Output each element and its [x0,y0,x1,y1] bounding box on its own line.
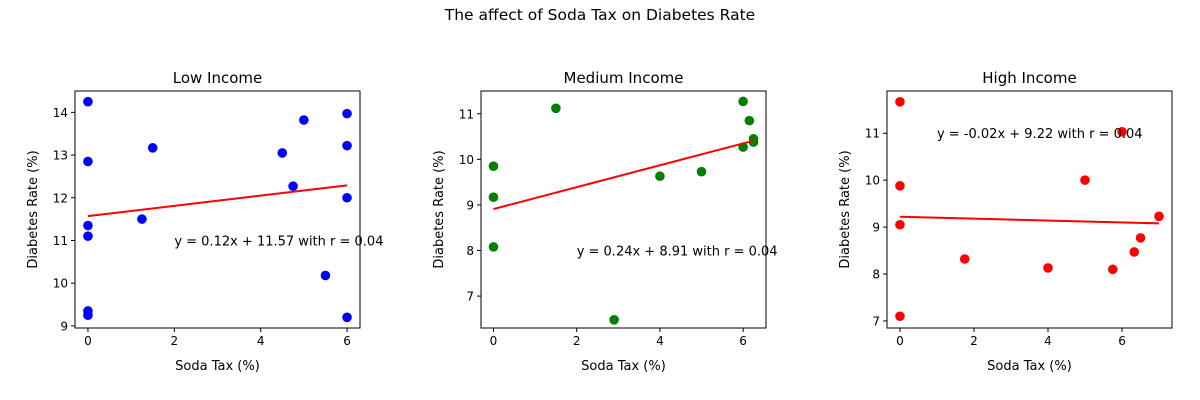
y-tick-label: 7 [872,314,880,328]
y-tick-label: 11 [53,234,68,248]
data-point [288,181,298,192]
data-point [147,142,158,153]
x-axis-label: Soda Tax (%) [581,359,666,374]
subplot-high-income: High Income 0 2 4 6 7 8 9 10 11 Soda Tax (%) Diabet… [838,69,1173,374]
x-axis-label: Soda Tax (%) [175,359,260,374]
y-tick-label: 10 [865,174,880,188]
figure-title: The affect of Soda Tax on Diabetes Rate [444,6,755,24]
data-point [655,171,665,182]
data-point [83,220,93,231]
subplot-medium-income: Medium Income 0 2 4 6 7 8 9 10 11 Soda Tax (%) Diab… [432,69,778,374]
y-axis-label: Diabetes Rate (%) [432,150,447,268]
plot-frame [74,90,361,329]
y-axis-label: Diabetes Rate (%) [838,150,853,268]
y-tick-label: 10 [53,277,68,291]
y-tick-label: 10 [459,153,474,167]
data-point [1135,233,1146,243]
data-point [488,242,499,252]
data-point [320,270,331,281]
y-tick-label: 11 [459,107,474,121]
data-point [342,192,352,203]
data-point [83,156,93,167]
data-point [342,108,352,119]
y-tick-label: 11 [865,127,880,141]
regression-line [899,215,1160,225]
data-point [1117,127,1127,137]
data-point [895,181,905,191]
data-point [342,140,352,151]
x-tick-label: 0 [896,334,904,348]
data-point [277,148,288,158]
x-tick-label: 6 [1118,334,1126,348]
subplot-low-income: Low Income 0 2 4 6 9 10 11 12 13 14 Soda Tax (%) Dia… [26,69,383,374]
x-tick-label: 0 [490,334,498,348]
x-tick-label: 2 [970,334,978,348]
regression-line [493,139,754,211]
subplot-title: Low Income [173,69,263,87]
plot-frame [886,90,1173,329]
data-point [551,103,561,114]
y-tick-label: 14 [53,106,68,120]
data-point [299,115,309,125]
x-tick-label: 4 [257,334,265,348]
data-point [1107,264,1118,275]
y-tick-label: 9 [466,198,474,212]
x-tick-label: 4 [656,334,664,348]
data-point [488,161,499,172]
data-point [895,219,905,230]
data-point [1154,211,1164,222]
y-axis-label: Diabetes Rate (%) [26,150,41,268]
x-tick-label: 2 [170,334,178,348]
data-point [137,214,147,224]
y-tick-label: 9 [60,319,68,333]
data-point [609,314,619,325]
y-tick-label: 12 [53,191,68,205]
data-point [83,231,93,241]
y-tick-label: 8 [466,244,474,258]
data-point [488,192,499,202]
regression-annotation: y = 0.24x + 8.91 with r = 0.04 [577,245,778,260]
chart-panels: Low Income 0 2 4 6 9 10 11 12 13 14 Soda Tax (%) Dia… [26,69,1173,374]
regression-annotation: y = -0.02x + 9.22 with r = 0.04 [937,127,1143,142]
x-tick-label: 4 [1044,334,1052,348]
y-tick-label: 8 [872,268,880,282]
regression-annotation: y = 0.12x + 11.57 with r = 0.04 [174,234,383,249]
x-tick-label: 2 [573,334,581,348]
y-tick-label: 7 [466,290,474,304]
data-point [83,310,93,320]
subplot-title: High Income [982,69,1076,87]
data-point [342,312,352,323]
x-tick-label: 6 [343,334,351,348]
subplot-title: Medium Income [564,69,684,87]
y-tick-label: 9 [872,221,880,235]
x-tick-label: 6 [739,334,747,348]
plot-frame [480,90,767,329]
y-tick-label: 13 [53,149,68,163]
x-tick-label: 0 [84,334,92,348]
data-point [1129,247,1140,257]
regression-line [87,184,348,218]
data-point [1043,263,1053,273]
data-point [895,311,905,322]
data-point [696,166,707,177]
data-point [748,137,759,147]
data-point [744,115,755,126]
data-point [83,96,93,107]
x-axis-label: Soda Tax (%) [987,359,1072,374]
data-point [895,96,905,107]
data-point [738,96,748,107]
data-point [959,254,970,264]
data-point [1080,175,1090,185]
